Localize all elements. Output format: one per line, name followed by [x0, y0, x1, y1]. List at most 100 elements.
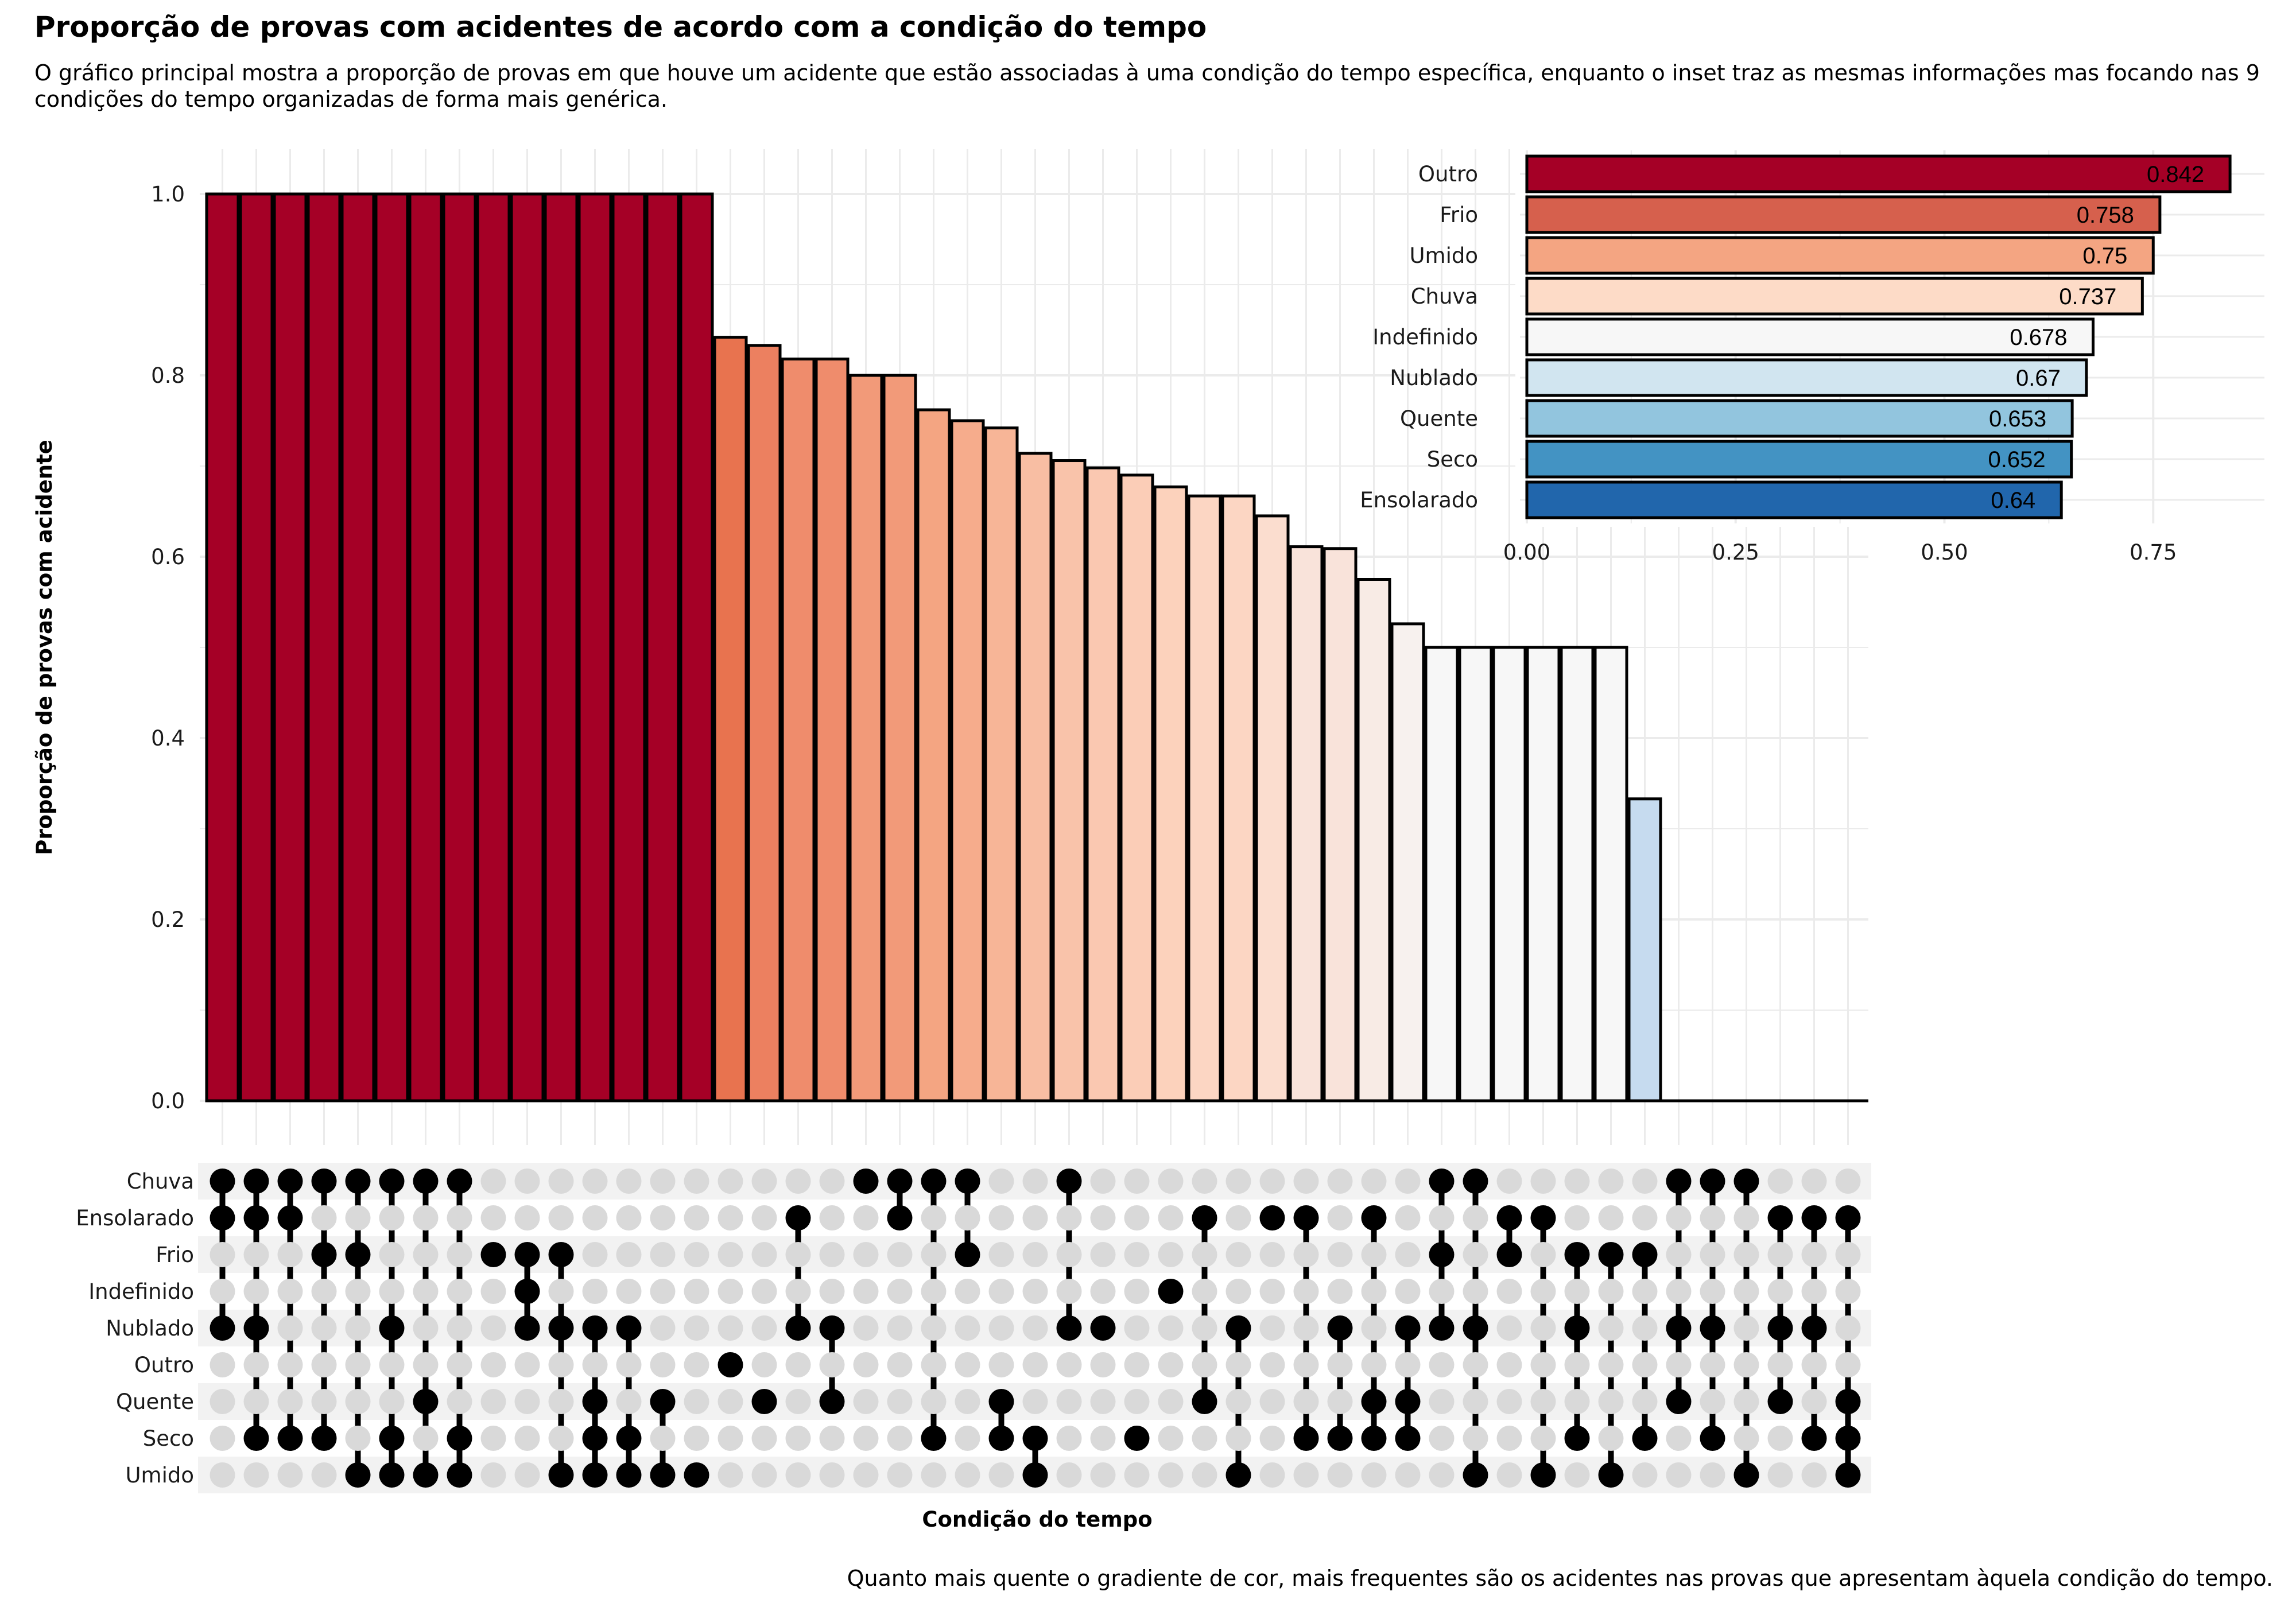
set-label: Nublado	[106, 1316, 194, 1341]
matrix-dot	[1700, 1462, 1725, 1488]
matrix-dot	[1767, 1279, 1793, 1304]
inset-x-tick-label: 0.25	[1712, 540, 1759, 565]
matrix-dot-active	[447, 1462, 472, 1488]
matrix-dot	[1090, 1389, 1116, 1414]
matrix-dot-active	[1259, 1205, 1285, 1231]
matrix-dot-active	[345, 1169, 371, 1194]
matrix-dot	[480, 1462, 506, 1488]
matrix-dot-active	[1733, 1169, 1759, 1194]
matrix-dot	[1327, 1205, 1353, 1231]
matrix-dot	[311, 1315, 337, 1341]
inset-bar	[1525, 277, 2144, 316]
matrix-dot	[582, 1169, 608, 1194]
matrix-dot	[1022, 1352, 1048, 1377]
matrix-dot	[1056, 1462, 1082, 1488]
matrix-dot-active	[1056, 1169, 1082, 1194]
matrix-dot	[345, 1426, 371, 1451]
matrix-dot	[921, 1352, 947, 1377]
matrix-dot	[887, 1279, 913, 1304]
matrix-dot	[1293, 1389, 1319, 1414]
matrix-dot-active	[1835, 1205, 1861, 1231]
matrix-dot-active	[1632, 1426, 1658, 1451]
matrix-dot-active	[1361, 1426, 1387, 1451]
matrix-dot-active	[582, 1389, 608, 1414]
matrix-dot	[1700, 1389, 1725, 1414]
matrix-dot	[1022, 1169, 1048, 1194]
matrix-dot-active	[1666, 1389, 1692, 1414]
bar	[1627, 797, 1662, 1103]
matrix-dot	[887, 1352, 913, 1377]
bar	[984, 426, 1019, 1103]
matrix-dot	[1496, 1462, 1522, 1488]
matrix-dot-active	[1429, 1169, 1455, 1194]
matrix-dot	[514, 1205, 540, 1231]
matrix-dot	[1395, 1169, 1421, 1194]
matrix-dot	[1158, 1315, 1184, 1341]
y-tick-label: 0.6	[151, 545, 185, 569]
matrix-dot	[616, 1389, 642, 1414]
matrix-dot	[853, 1426, 879, 1451]
inset-category-label: Seco	[1427, 447, 1478, 472]
matrix-dot-active	[1361, 1205, 1387, 1231]
inset-category-label: Indefinido	[1372, 325, 1478, 350]
matrix-dot	[819, 1242, 845, 1267]
matrix-dot	[819, 1426, 845, 1451]
matrix-dot	[988, 1242, 1014, 1267]
matrix-dot	[379, 1389, 405, 1414]
matrix-dot	[616, 1352, 642, 1377]
matrix-dot	[1632, 1205, 1658, 1231]
matrix-dot	[210, 1352, 235, 1377]
matrix-dot	[1463, 1389, 1488, 1414]
matrix-dot	[1124, 1389, 1150, 1414]
matrix-dot	[785, 1389, 811, 1414]
matrix-dot	[1700, 1205, 1725, 1231]
matrix-dot-active	[616, 1462, 642, 1488]
matrix-dot	[1666, 1426, 1692, 1451]
matrix-dot	[955, 1205, 980, 1231]
matrix-dot	[1632, 1462, 1658, 1488]
inset-bar	[1525, 440, 2073, 479]
matrix-dot-active	[1429, 1315, 1455, 1341]
inset-value-label: 0.652	[1988, 447, 2046, 472]
matrix-dot	[1835, 1242, 1861, 1267]
matrix-dot	[1124, 1169, 1150, 1194]
matrix-dot-active	[1700, 1426, 1725, 1451]
matrix-dot	[311, 1389, 337, 1414]
matrix-dot-active	[548, 1242, 574, 1267]
matrix-dot-active	[785, 1205, 811, 1231]
matrix-dot	[1632, 1352, 1658, 1377]
matrix-dot-active	[243, 1205, 269, 1231]
matrix-dot	[514, 1389, 540, 1414]
bar	[408, 192, 443, 1103]
matrix-dot	[1124, 1242, 1150, 1267]
matrix-dot-active	[379, 1169, 405, 1194]
matrix-dot	[785, 1352, 811, 1377]
matrix-dot	[785, 1279, 811, 1304]
matrix-dot	[684, 1389, 709, 1414]
matrix-dot-active	[1801, 1315, 1827, 1341]
matrix-dot	[1733, 1205, 1759, 1231]
matrix-dot-active	[379, 1426, 405, 1451]
matrix-dot	[1293, 1315, 1319, 1341]
matrix-dot	[988, 1462, 1014, 1488]
matrix-dot	[955, 1279, 980, 1304]
matrix-dot	[1327, 1462, 1353, 1488]
matrix-dot	[480, 1205, 506, 1231]
matrix-dot	[751, 1462, 777, 1488]
matrix-dot	[955, 1352, 980, 1377]
matrix-dot	[1124, 1462, 1150, 1488]
matrix-dot	[514, 1426, 540, 1451]
matrix-dot	[582, 1242, 608, 1267]
matrix-dot	[1463, 1352, 1488, 1377]
matrix-dot	[1022, 1279, 1048, 1304]
matrix-dot	[1733, 1352, 1759, 1377]
matrix-dot-active	[243, 1426, 269, 1451]
matrix-dot	[1395, 1462, 1421, 1488]
matrix-dot	[616, 1242, 642, 1267]
matrix-dot	[1124, 1205, 1150, 1231]
bar	[916, 408, 951, 1103]
matrix-dot-active	[887, 1205, 913, 1231]
matrix-dot	[650, 1315, 676, 1341]
matrix-dot	[1801, 1279, 1827, 1304]
y-tick-label: 0.2	[151, 907, 185, 932]
